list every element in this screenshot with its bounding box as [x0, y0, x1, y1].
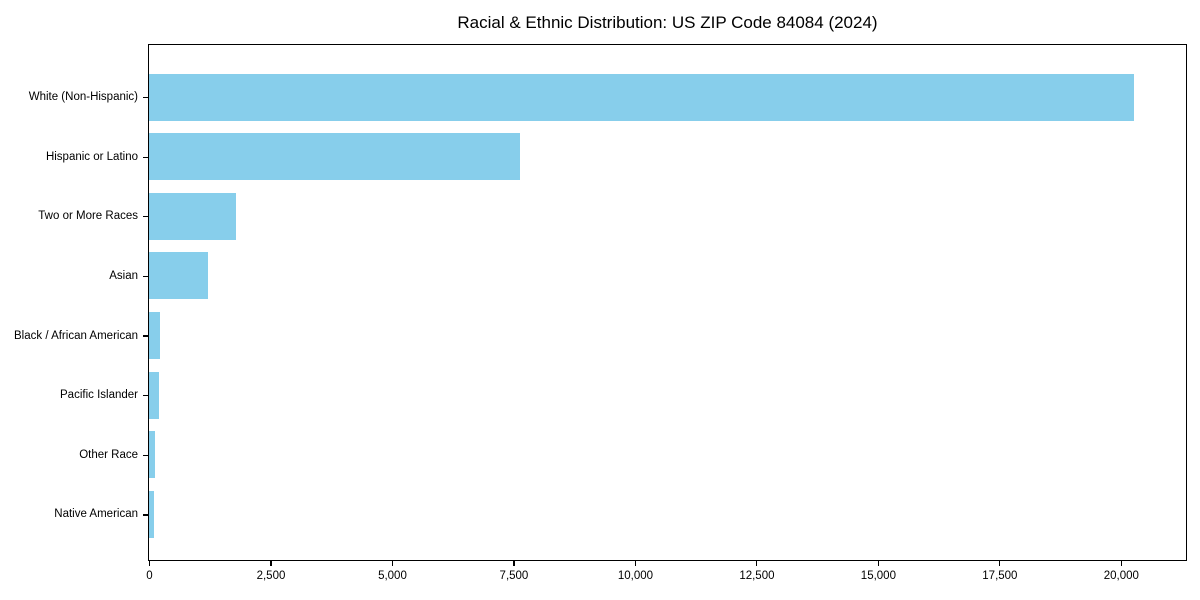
plot-area	[148, 44, 1187, 561]
y-tick-label-native-american: Native American	[54, 508, 138, 521]
x-tick-label-7500: 7,500	[499, 570, 529, 582]
bar-black-african-american	[149, 312, 160, 360]
y-tick-label-two-or-more-races: Two or More Races	[38, 210, 138, 223]
chart-title: Racial & Ethnic Distribution: US ZIP Cod…	[457, 13, 878, 32]
x-tick-label-17500: 17,500	[982, 570, 1018, 582]
x-tick-label-2500: 2,500	[256, 570, 286, 582]
y-tick-label-black-african-american: Black / African American	[14, 329, 138, 342]
x-tick-mark	[1120, 561, 1122, 566]
x-tick-mark	[999, 561, 1001, 566]
x-tick-mark	[877, 561, 879, 566]
x-tick-label-15000: 15,000	[860, 570, 896, 582]
y-tick-label-other-race: Other Race	[79, 448, 138, 461]
y-tick-mark	[143, 156, 148, 158]
y-tick-mark	[143, 216, 148, 218]
bar-asian	[149, 252, 209, 300]
x-tick-label-10000: 10,000	[617, 570, 654, 582]
x-tick-mark	[270, 561, 272, 566]
x-tick-mark	[148, 561, 151, 566]
bar-other-race	[149, 431, 155, 479]
x-tick-label-20000: 20,000	[1103, 570, 1139, 582]
bar-hispanic-or-latino	[149, 133, 521, 181]
x-tick-mark	[391, 561, 394, 566]
bar-native-american	[149, 490, 154, 538]
y-tick-mark	[143, 514, 148, 516]
y-tick-mark	[143, 275, 148, 277]
bar-two-or-more-races	[149, 192, 237, 240]
x-tick-label-0: 0	[146, 570, 153, 582]
y-tick-mark	[143, 395, 148, 397]
x-tick-mark	[513, 561, 515, 566]
y-tick-label-pacific-islander: Pacific Islander	[60, 389, 138, 402]
y-tick-label-hispanic-or-latino: Hispanic or Latino	[45, 150, 138, 163]
y-tick-mark	[143, 96, 148, 99]
x-tick-label-12500: 12,500	[739, 570, 775, 582]
x-tick-mark	[756, 561, 758, 566]
x-tick-mark	[634, 561, 637, 566]
x-tick-label-5000: 5,000	[378, 570, 407, 582]
y-tick-mark	[143, 335, 148, 337]
y-tick-mark	[143, 454, 148, 456]
y-tick-label-asian: Asian	[109, 269, 138, 282]
bar-white-non-hispanic	[149, 73, 1134, 121]
bar-pacific-islander	[149, 371, 160, 419]
y-tick-label-white-non-hispanic: White (Non-Hispanic)	[28, 91, 138, 103]
